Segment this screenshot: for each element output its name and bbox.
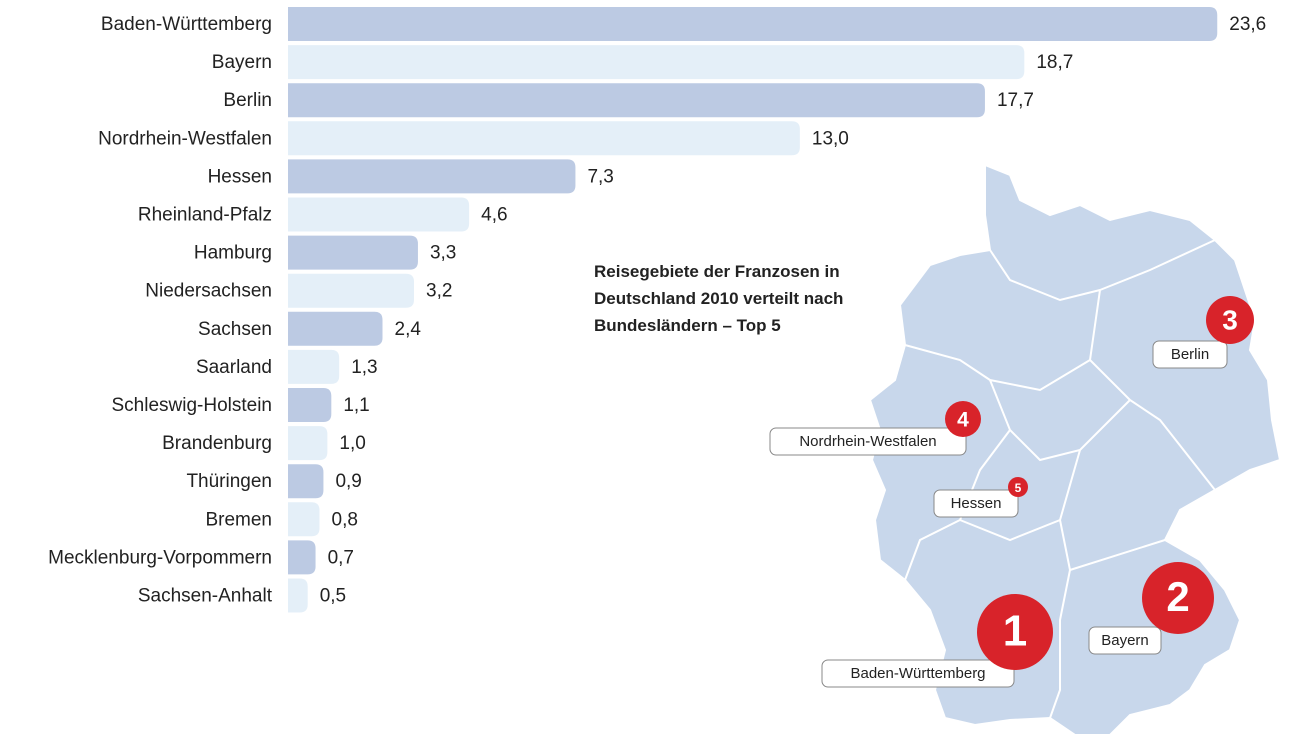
bar	[288, 578, 308, 613]
value-label: 18,7	[1036, 52, 1073, 73]
rank-badge	[1206, 296, 1254, 344]
value-label: 1,3	[351, 357, 377, 378]
value-label: 13,0	[812, 128, 849, 149]
bar	[288, 7, 1218, 41]
rank-badge	[1142, 562, 1214, 634]
y-tick-label: Thüringen	[186, 471, 272, 492]
bar	[288, 197, 470, 232]
rank-badge	[1008, 477, 1028, 497]
state-borders	[904, 239, 1216, 719]
bar	[288, 273, 414, 308]
y-tick-label: Schleswig-Holstein	[111, 395, 272, 416]
rank-number: 2	[1166, 573, 1189, 620]
y-tick-label: Rheinland-Pfalz	[138, 205, 272, 226]
value-label: 0,8	[332, 509, 358, 530]
value-label: 7,3	[587, 166, 613, 187]
map-label-box	[1088, 626, 1162, 655]
bar	[288, 311, 383, 346]
map-label: Berlin	[1171, 346, 1209, 363]
rank-number: 3	[1222, 304, 1238, 335]
y-tick-label: Saarland	[196, 357, 272, 378]
map-label: Bayern	[1101, 632, 1149, 649]
bar	[288, 83, 985, 118]
value-label: 3,3	[430, 243, 456, 264]
bar	[288, 464, 324, 499]
value-label: 0,5	[320, 586, 346, 607]
map-label-box	[821, 659, 1015, 688]
rank-number: 1	[1003, 607, 1027, 656]
chart-title: Reisegebiete der Franzosen in Deutschlan…	[594, 262, 844, 335]
bar	[288, 235, 418, 270]
value-label: 3,2	[426, 281, 452, 302]
y-tick-label: Mecklenburg-Vorpommern	[48, 547, 272, 568]
y-tick-label: Bremen	[205, 509, 272, 530]
rank-badge	[945, 401, 981, 437]
bar	[288, 388, 332, 422]
map-label-box	[933, 489, 1019, 518]
bar	[288, 502, 320, 537]
bar	[288, 45, 1025, 80]
value-label: 2,4	[395, 319, 422, 340]
bar	[288, 121, 800, 156]
bar	[288, 349, 340, 384]
value-label: 0,9	[335, 471, 361, 492]
rank-badge	[977, 594, 1053, 670]
y-tick-label: Niedersachsen	[145, 281, 272, 302]
value-label: 1,1	[343, 395, 369, 416]
y-tick-label: Hamburg	[194, 243, 272, 264]
y-tick-label: Hessen	[208, 166, 272, 187]
y-tick-label: Baden-Württemberg	[101, 14, 272, 35]
y-tick-label: Bayern	[212, 52, 272, 73]
y-tick-label: Sachsen-Anhalt	[138, 586, 273, 607]
rank-number: 4	[957, 409, 969, 432]
value-label: 17,7	[997, 90, 1034, 111]
value-label: 23,6	[1229, 14, 1266, 35]
y-tick-label: Berlin	[223, 90, 272, 111]
map-label: Baden-Württemberg	[850, 665, 985, 682]
value-label: 1,0	[339, 433, 365, 454]
y-tick-label: Nordrhein-Westfalen	[98, 128, 272, 149]
map-label: Nordrhein-Westfalen	[799, 433, 936, 450]
value-label: 0,7	[328, 547, 354, 568]
map-label: Hessen	[951, 495, 1002, 512]
bar	[288, 159, 576, 194]
value-label: 4,6	[481, 205, 507, 226]
bar	[288, 540, 316, 575]
map-label-box	[769, 427, 967, 456]
y-tick-label: Brandenburg	[162, 433, 272, 454]
bars: Baden-Württemberg 23,6 Bayern 18,7 Berlin 17,…	[48, 7, 1266, 613]
y-tick-label: Sachsen	[198, 319, 272, 340]
bar	[288, 426, 328, 461]
rank-number: 5	[1015, 481, 1022, 495]
map-label-box	[1152, 340, 1228, 369]
